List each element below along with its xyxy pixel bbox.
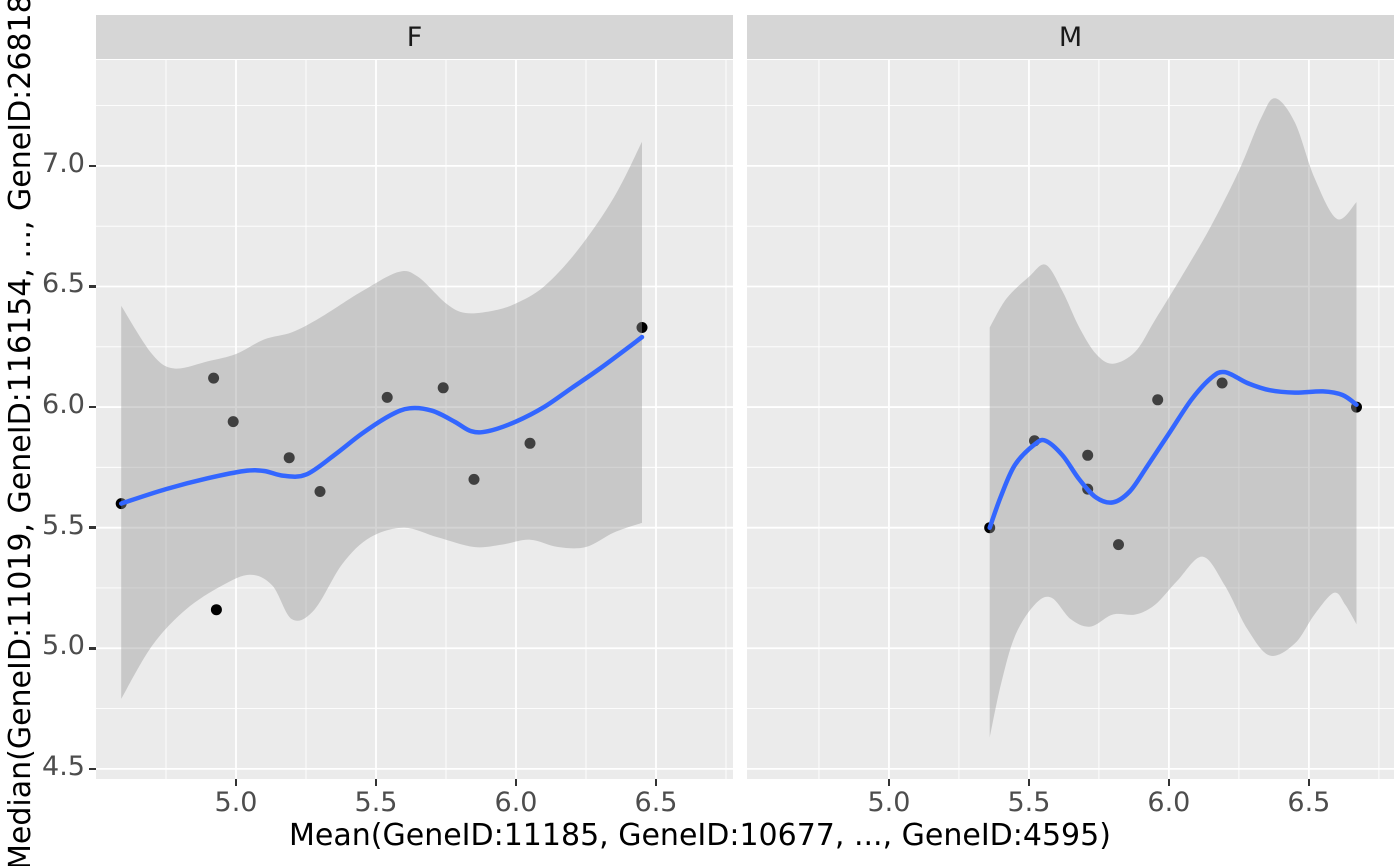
x-tick-mark bbox=[514, 779, 518, 786]
y-axis-title: Median(GeneID:11019, GeneID:116154, ...,… bbox=[3, 0, 38, 866]
x-tick-label: 6.0 bbox=[494, 787, 538, 818]
x-tick-mark bbox=[1167, 779, 1171, 786]
x-tick-mark bbox=[1027, 779, 1031, 786]
x-tick-mark bbox=[374, 779, 378, 786]
x-tick-label: 6.0 bbox=[1147, 787, 1191, 818]
y-tick-mark bbox=[89, 285, 96, 288]
facet-strip-f: F bbox=[96, 15, 733, 59]
panel-f-plot-area bbox=[96, 60, 733, 779]
data-point bbox=[1082, 449, 1094, 461]
x-tick-label: 6.5 bbox=[634, 787, 678, 818]
y-tick-label: 6.5 bbox=[42, 268, 85, 300]
data-point bbox=[636, 322, 648, 333]
panel-m-plot-area bbox=[747, 60, 1394, 779]
facet-strip-m-label: M bbox=[1058, 21, 1083, 53]
y-tick-mark bbox=[89, 526, 96, 529]
confidence-ribbon bbox=[989, 98, 1357, 738]
panel-background bbox=[747, 60, 1394, 779]
x-tick-label: 5.0 bbox=[214, 787, 258, 818]
smooth-line bbox=[987, 369, 1359, 530]
x-axis-title: Mean(GeneID:11185, GeneID:10677, ..., Ge… bbox=[289, 818, 1111, 853]
data-point bbox=[468, 473, 480, 485]
x-tick-label: 5.5 bbox=[1007, 787, 1051, 818]
y-tick-mark bbox=[89, 164, 96, 168]
y-tick-label: 5.5 bbox=[42, 509, 85, 541]
facet-strip-f-label: F bbox=[406, 21, 423, 53]
x-tick-mark bbox=[234, 779, 238, 786]
y-tick-mark bbox=[89, 647, 96, 650]
y-tick-label: 6.0 bbox=[42, 389, 85, 421]
y-tick-label: 5.0 bbox=[42, 630, 85, 662]
smooth-line bbox=[118, 334, 645, 506]
x-tick-mark bbox=[887, 779, 891, 786]
data-point bbox=[283, 452, 295, 464]
panel-background bbox=[96, 60, 733, 779]
data-point bbox=[227, 416, 239, 428]
x-tick-label: 5.0 bbox=[867, 787, 911, 818]
x-tick-mark bbox=[1307, 779, 1311, 786]
x-tick-mark bbox=[654, 779, 658, 786]
data-point bbox=[1216, 377, 1228, 389]
y-tick-label: 7.0 bbox=[42, 147, 85, 179]
y-tick-mark bbox=[89, 767, 96, 771]
x-tick-label: 6.5 bbox=[1287, 787, 1331, 818]
facet-strip-m: M bbox=[747, 15, 1394, 59]
x-tick-label: 5.5 bbox=[354, 787, 398, 818]
data-point bbox=[1113, 539, 1124, 551]
data-point bbox=[210, 604, 222, 616]
y-tick-label: 4.5 bbox=[42, 750, 85, 782]
data-point bbox=[381, 391, 393, 403]
data-point bbox=[437, 382, 449, 394]
data-point bbox=[524, 437, 536, 449]
data-point bbox=[208, 372, 220, 384]
data-point bbox=[1152, 394, 1164, 406]
data-point bbox=[314, 486, 326, 497]
y-tick-mark bbox=[89, 405, 96, 409]
